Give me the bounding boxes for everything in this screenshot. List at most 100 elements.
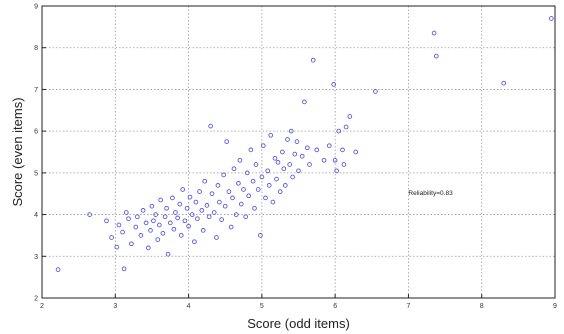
ticks: 2 3 4 5 6 7 8 9 2 3 4 5 6 7 8 9 xyxy=(34,4,557,311)
scatter-point xyxy=(123,210,129,215)
scatter-point xyxy=(260,143,266,149)
scatter-point xyxy=(202,178,208,184)
scatter-point xyxy=(255,187,261,192)
scatter-point xyxy=(173,210,178,215)
scatter-point xyxy=(250,178,256,184)
scatter-point xyxy=(193,199,199,205)
scatter-point xyxy=(314,147,320,153)
scatter-point xyxy=(104,218,109,224)
scatter-point xyxy=(197,189,202,194)
scatter-point xyxy=(307,162,312,167)
scatter-point xyxy=(182,218,188,224)
scatter-point xyxy=(248,147,254,153)
scatter-point xyxy=(224,139,230,144)
scatter-point xyxy=(145,245,151,251)
scatter-point xyxy=(285,137,290,142)
scatter-point xyxy=(501,80,507,86)
scatter-point xyxy=(290,174,295,180)
scatter-point xyxy=(304,145,310,151)
scatter-point xyxy=(214,235,219,240)
scatter-point xyxy=(180,187,186,192)
scatter-point xyxy=(165,251,171,257)
x-tick-label: 8 xyxy=(480,303,484,310)
scatter-point xyxy=(265,168,271,174)
x-tick-label: 5 xyxy=(260,303,264,310)
scatter-point xyxy=(156,222,162,228)
scatter-point xyxy=(151,218,156,224)
scatter-point xyxy=(126,216,131,222)
scatter-point xyxy=(177,201,183,207)
scatter-point xyxy=(114,244,120,250)
scatter-point xyxy=(243,214,249,220)
scatter-point xyxy=(299,153,305,159)
scatter-point xyxy=(241,187,246,192)
scatter-point xyxy=(230,195,235,201)
scatter-point xyxy=(237,157,243,163)
scatter-point xyxy=(109,235,114,240)
reliability-annotation: Reliability=0.83 xyxy=(408,190,453,197)
y-tick-label: 6 xyxy=(34,129,38,136)
scatter-point xyxy=(222,203,228,209)
scatter-point xyxy=(280,149,285,155)
scatter-point xyxy=(263,195,268,201)
scatter-point xyxy=(302,99,307,105)
scatter-point xyxy=(431,30,437,36)
grid xyxy=(42,6,555,298)
scatter-point xyxy=(334,168,339,174)
scatter-point xyxy=(215,183,221,188)
scatter-point xyxy=(195,216,200,222)
y-tick-label: 2 xyxy=(34,296,38,303)
scatter-point xyxy=(192,239,197,245)
scatter-point xyxy=(164,205,169,211)
scatter-point xyxy=(55,267,61,272)
scatter-point xyxy=(246,193,252,199)
scatter-point xyxy=(184,205,190,211)
scatter-point xyxy=(287,162,293,167)
scatter-point xyxy=(120,229,125,235)
scatter-point xyxy=(87,212,92,217)
scatter-point xyxy=(274,176,279,182)
data-points xyxy=(55,16,554,272)
x-tick-label: 7 xyxy=(406,303,410,310)
x-tick-label: 4 xyxy=(187,303,191,310)
scatter-point xyxy=(258,233,263,238)
scatter-point xyxy=(206,214,212,220)
x-tick-label: 3 xyxy=(113,303,117,310)
scatter-point xyxy=(341,162,347,167)
scatter-point xyxy=(186,223,191,229)
scatter-point xyxy=(281,166,287,172)
scatter-point xyxy=(153,212,158,217)
y-tick-label: 4 xyxy=(34,212,38,219)
scatter-point xyxy=(353,149,359,155)
scatter-point xyxy=(272,155,278,161)
scatter-point xyxy=(167,220,173,226)
scatter-point xyxy=(116,222,122,228)
scatter-point xyxy=(266,183,272,188)
scatter-point xyxy=(259,174,265,180)
scatter-point xyxy=(331,82,337,87)
scatter-point xyxy=(148,228,153,233)
plot-frame xyxy=(41,5,556,299)
scatter-point xyxy=(189,212,195,217)
x-axis-label: Score (odd items) xyxy=(247,316,350,331)
x-tick-label: 2 xyxy=(40,303,44,310)
scatter-point xyxy=(236,180,241,186)
scatter-point xyxy=(340,147,345,153)
y-tick-label: 3 xyxy=(34,254,38,261)
scatter-point xyxy=(217,199,222,205)
scatter-point xyxy=(162,214,168,220)
y-tick-label: 8 xyxy=(34,45,38,52)
scatter-point xyxy=(433,53,439,59)
x-tick-label: 6 xyxy=(333,303,337,310)
scatter-point xyxy=(129,241,134,247)
scatter-point xyxy=(171,226,177,232)
scatter-point xyxy=(270,199,276,205)
scatter-point xyxy=(288,128,294,134)
scatter-point xyxy=(268,132,274,138)
scatter-point xyxy=(170,195,175,201)
scatter-point xyxy=(133,224,139,230)
scatter-point xyxy=(160,230,166,236)
scatter-point xyxy=(336,128,342,134)
scatter-point xyxy=(253,162,259,167)
